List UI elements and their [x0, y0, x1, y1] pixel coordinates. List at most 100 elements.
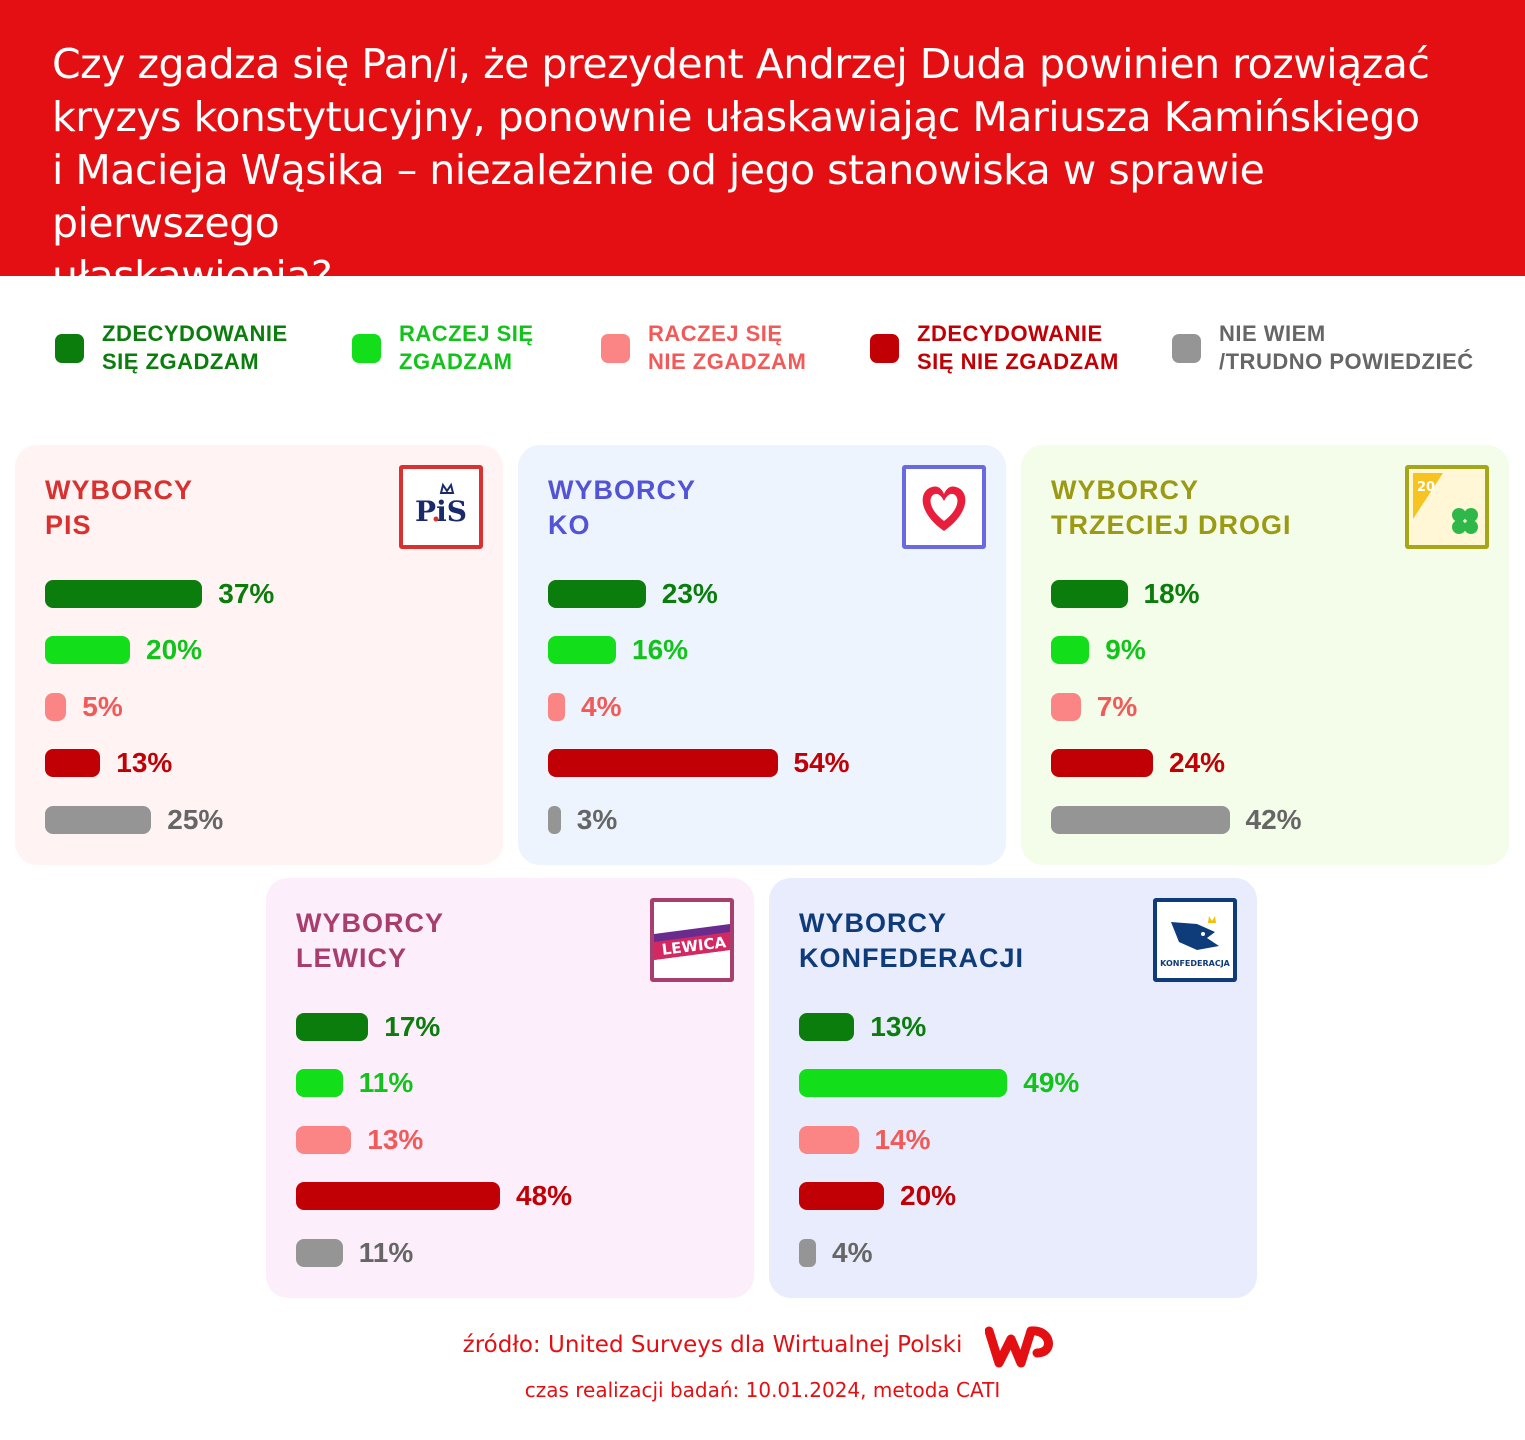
bar-group: 37% 20% 5% 13% 25% [45, 580, 485, 850]
bar-group: 23% 16% 4% 54% 3% [548, 580, 988, 850]
legend-label: RACZEJ SIĘ ZGADZAM [399, 320, 534, 376]
bar-strong-agree [45, 580, 203, 608]
data-label-strong-disagree: 48% [516, 1180, 573, 1211]
legend-label-line-2: SIĘ ZGADZAM [102, 349, 260, 374]
title-line-1: Czy zgadza się Pan/i, że prezydent Andrz… [52, 40, 1430, 88]
chart-title-line-1: WYBORCY [548, 475, 696, 505]
data-label-strong-agree: 13% [870, 1011, 927, 1042]
bar-dont-know [296, 1239, 343, 1267]
bar-strong-disagree [548, 749, 778, 777]
bar-disagree [296, 1126, 352, 1154]
data-label-agree: 20% [146, 634, 203, 665]
bar-agree [45, 636, 130, 664]
bar-disagree [799, 1126, 859, 1154]
source-text: źródło: United Surveys dla Wirtualnej Po… [462, 1332, 963, 1358]
legend-label-line-1: NIE WIEM [1219, 321, 1326, 346]
bar-agree [1051, 636, 1090, 664]
bar-agree [548, 636, 616, 664]
legend-label-line-1: ZDECYDOWANIE [917, 321, 1103, 346]
bar-dont-know [1051, 806, 1230, 834]
legend-swatch [601, 334, 630, 363]
svg-text:PiS: PiS [415, 495, 467, 528]
data-label-disagree: 4% [581, 691, 622, 722]
chart-title-line-1: WYBORCY [296, 908, 444, 938]
chart-title-line-2: KONFEDERACJI [799, 943, 1025, 973]
chart-title: WYBORCY KONFEDERACJI [799, 906, 1024, 976]
data-label-strong-disagree: 24% [1169, 747, 1226, 778]
data-label-dont-know: 3% [576, 804, 618, 835]
bar-dont-know [45, 806, 152, 834]
chart-title-line-2: TRZECIEJ DROGI [1051, 510, 1292, 540]
data-label-agree: 9% [1105, 634, 1146, 665]
legend-label-line-2: ZGADZAM [399, 349, 513, 374]
data-label-dont-know: 42% [1245, 804, 1302, 835]
legend-label-line-2: SIĘ NIE ZGADZAM [917, 349, 1119, 374]
bar-dont-know [799, 1239, 816, 1267]
title-line-2: kryzys konstytucyjny, ponownie ułaskawia… [52, 93, 1420, 141]
data-label-strong-agree: 37% [218, 578, 275, 609]
bar-disagree [548, 693, 565, 721]
data-label-disagree: 14% [874, 1124, 931, 1155]
chart-card-konfederacji: WYBORCY KONFEDERACJI KONFEDERACJA 13% 49% 14%… [769, 878, 1257, 1298]
pis-logo-icon: PiS [399, 465, 483, 549]
legend-label-line-1: ZDECYDOWANIE [102, 321, 288, 346]
chart-title-line-1: WYBORCY [799, 908, 947, 938]
title-line-3: i Macieja Wąsika – niezależnie od jego s… [52, 146, 1265, 247]
bar-disagree [1051, 693, 1081, 721]
data-label-strong-disagree: 54% [793, 747, 850, 778]
chart-title: WYBORCY KO [548, 473, 696, 543]
bar-group: 13% 49% 14% 20% 4% [799, 1013, 1239, 1283]
bar-strong-agree [1051, 580, 1128, 608]
bar-strong-agree [799, 1013, 855, 1041]
svg-text:20: 20 [1417, 480, 1435, 495]
chart-title-line-1: WYBORCY [1051, 475, 1199, 505]
bar-agree [799, 1069, 1008, 1097]
bar-strong-disagree [1051, 749, 1153, 777]
chart-title: WYBORCY TRZECIEJ DROGI [1051, 473, 1292, 543]
chart-card-pis: WYBORCY PIS PiS 37% 20% 5% 13% 25% [15, 445, 503, 865]
chart-title: WYBORCY PIS [45, 473, 193, 543]
chart-title-line-1: WYBORCY [45, 475, 193, 505]
data-label-strong-agree: 18% [1143, 578, 1200, 609]
chart-title-line-2: LEWICY [296, 943, 407, 973]
method-text: czas realizacji badań: 10.01.2024, metod… [524, 1378, 1001, 1402]
bar-group: 17% 11% 13% 48% 11% [296, 1013, 736, 1283]
chart-card-trzeciej-drogi: WYBORCY TRZECIEJ DROGI 20 18% 9% 7% 24% 42% [1021, 445, 1509, 865]
chart-title-line-2: PIS [45, 510, 92, 540]
data-label-dont-know: 25% [167, 804, 224, 835]
footer-source: źródło: United Surveys dla Wirtualnej Po… [0, 1332, 1525, 1358]
legend-swatch [352, 334, 381, 363]
data-label-strong-disagree: 20% [900, 1180, 957, 1211]
bar-disagree [45, 693, 67, 721]
data-label-disagree: 7% [1096, 691, 1138, 722]
data-label-strong-agree: 17% [384, 1011, 441, 1042]
bar-group: 18% 9% 7% 24% 42% [1051, 580, 1491, 850]
legend-label-line-2: NIE ZGADZAM [648, 349, 807, 374]
footer-method: czas realizacji badań: 10.01.2024, metod… [0, 1378, 1525, 1402]
chart-title-line-2: KO [548, 510, 591, 540]
data-label-strong-disagree: 13% [116, 747, 173, 778]
bar-agree [296, 1069, 343, 1097]
bar-dont-know [548, 806, 561, 834]
data-label-agree: 11% [358, 1067, 414, 1098]
bar-strong-disagree [799, 1182, 884, 1210]
ko-heart-logo-icon [902, 465, 986, 549]
data-label-strong-agree: 23% [661, 578, 718, 609]
title-line-4: ułaskawienia? [52, 252, 333, 300]
data-label-disagree: 5% [82, 691, 123, 722]
lewica-logo-icon: LEWICA [650, 898, 734, 982]
legend-label-line-2: /TRUDNO POWIEDZIEĆ [1219, 349, 1474, 374]
legend-label-line-1: RACZEJ SIĘ [648, 321, 783, 346]
legend-label: ZDECYDOWANIE SIĘ NIE ZGADZAM [917, 320, 1119, 376]
legend-label: RACZEJ SIĘ NIE ZGADZAM [648, 320, 806, 376]
data-label-agree: 16% [632, 634, 689, 665]
chart-title: WYBORCY LEWICY [296, 906, 444, 976]
wp-logo-icon [985, 1326, 1053, 1368]
data-label-agree: 49% [1023, 1067, 1080, 1098]
konfederacja-logo-icon: KONFEDERACJA [1153, 898, 1237, 982]
legend-label-line-1: RACZEJ SIĘ [399, 321, 534, 346]
svg-text:KONFEDERACJA: KONFEDERACJA [1160, 959, 1231, 968]
chart-card-lewicy: WYBORCY LEWICY LEWICA 17% 11% 13% 48% 11% [266, 878, 754, 1298]
bar-strong-agree [296, 1013, 369, 1041]
bar-strong-disagree [296, 1182, 500, 1210]
